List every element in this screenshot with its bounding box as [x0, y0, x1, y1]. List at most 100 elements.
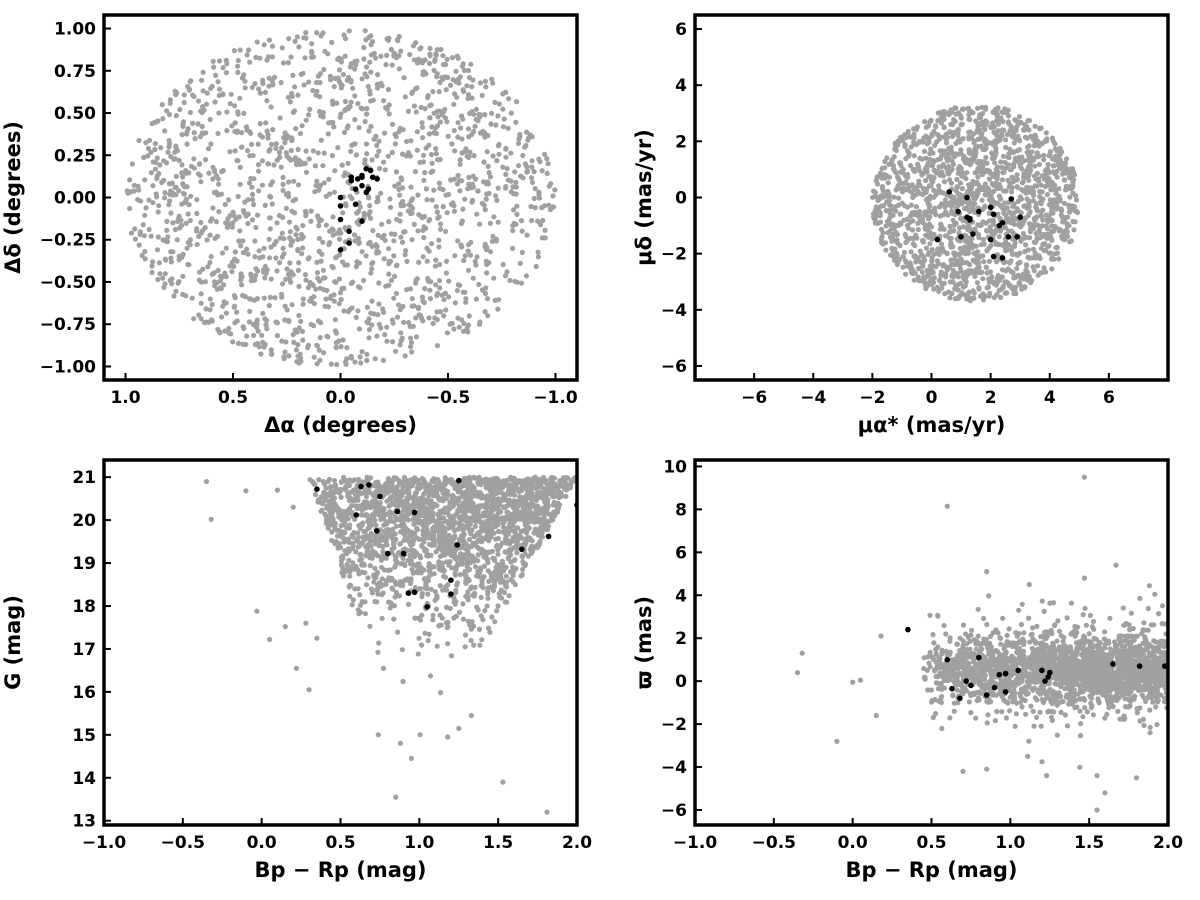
field-point — [993, 111, 999, 117]
field-point — [948, 109, 954, 115]
member-point — [346, 228, 352, 235]
panel-cmd: −1.0 −0.5 0.0 0.5 1.0 1.5 2.013141516171819202… — [1, 458, 592, 882]
field-point — [272, 74, 278, 80]
field-point — [240, 324, 246, 330]
field-point — [148, 149, 154, 155]
field-point — [312, 481, 318, 487]
field-point — [1051, 203, 1057, 209]
field-point — [441, 297, 447, 303]
field-point — [397, 218, 403, 224]
field-point — [974, 160, 981, 166]
field-point — [460, 328, 467, 334]
field-point — [489, 238, 495, 244]
field-point — [972, 201, 978, 207]
field-point — [983, 154, 989, 161]
field-point — [160, 275, 166, 281]
field-point — [401, 75, 407, 81]
field-point — [313, 286, 319, 292]
field-point — [222, 328, 228, 334]
field-point — [402, 229, 408, 235]
field-point — [376, 249, 382, 255]
field-point — [149, 120, 155, 127]
field-point — [267, 146, 273, 153]
field-point — [292, 210, 298, 216]
field-point — [423, 581, 429, 587]
field-point — [238, 130, 245, 136]
member-point — [337, 194, 344, 201]
field-point — [290, 332, 296, 338]
field-point — [455, 134, 461, 140]
field-point — [432, 125, 438, 131]
field-point — [926, 196, 933, 202]
field-point — [184, 131, 190, 137]
field-point — [488, 249, 494, 255]
field-point — [306, 112, 312, 118]
field-point — [425, 637, 431, 644]
field-point — [287, 229, 293, 235]
field-point — [1008, 167, 1014, 173]
member-point — [987, 236, 994, 243]
field-point — [287, 260, 293, 266]
field-point — [964, 260, 970, 266]
field-point — [979, 269, 985, 275]
field-point — [936, 164, 942, 170]
field-point — [917, 182, 923, 188]
field-point — [253, 324, 260, 330]
field-point — [975, 174, 981, 180]
field-point — [394, 37, 401, 43]
field-point — [955, 138, 961, 144]
member-stars — [934, 189, 1023, 261]
field-point — [407, 52, 413, 58]
field-point — [973, 260, 980, 266]
field-point — [282, 303, 288, 309]
field-point — [406, 202, 412, 208]
field-point — [195, 171, 201, 177]
field-point — [152, 141, 158, 147]
field-point — [472, 475, 478, 481]
field-point — [210, 176, 216, 182]
field-point — [210, 164, 216, 170]
field-point — [139, 252, 145, 259]
field-point — [420, 227, 426, 233]
field-point — [350, 597, 356, 603]
field-point — [391, 238, 397, 244]
field-point — [911, 277, 917, 283]
field-point — [894, 231, 901, 237]
field-stars — [203, 474, 577, 815]
field-point — [342, 98, 348, 105]
field-point — [373, 587, 380, 593]
field-point — [194, 210, 200, 217]
field-point — [461, 321, 467, 327]
field-point — [232, 148, 238, 154]
field-point — [359, 249, 365, 255]
field-point — [280, 181, 286, 187]
field-point — [457, 188, 463, 194]
field-point — [186, 202, 192, 208]
field-point — [1019, 187, 1025, 193]
field-point — [905, 148, 911, 154]
field-point — [320, 30, 326, 36]
field-point — [883, 173, 890, 179]
field-point — [1036, 253, 1042, 259]
field-point — [268, 244, 274, 250]
field-point — [936, 277, 943, 283]
field-point — [939, 245, 946, 251]
field-point — [927, 241, 933, 247]
field-point — [503, 573, 509, 579]
field-point — [443, 307, 449, 313]
field-point — [508, 527, 514, 533]
field-point — [929, 277, 935, 283]
field-point — [290, 272, 296, 278]
field-point — [942, 291, 948, 297]
field-point — [418, 104, 424, 110]
field-point — [883, 247, 889, 253]
field-point — [481, 131, 487, 138]
field-point — [918, 259, 924, 265]
field-point — [915, 227, 921, 233]
field-point — [284, 135, 290, 141]
field-point — [443, 192, 449, 198]
field-point — [244, 333, 250, 339]
field-point — [353, 549, 359, 555]
field-point — [295, 342, 301, 348]
field-point — [988, 124, 994, 130]
